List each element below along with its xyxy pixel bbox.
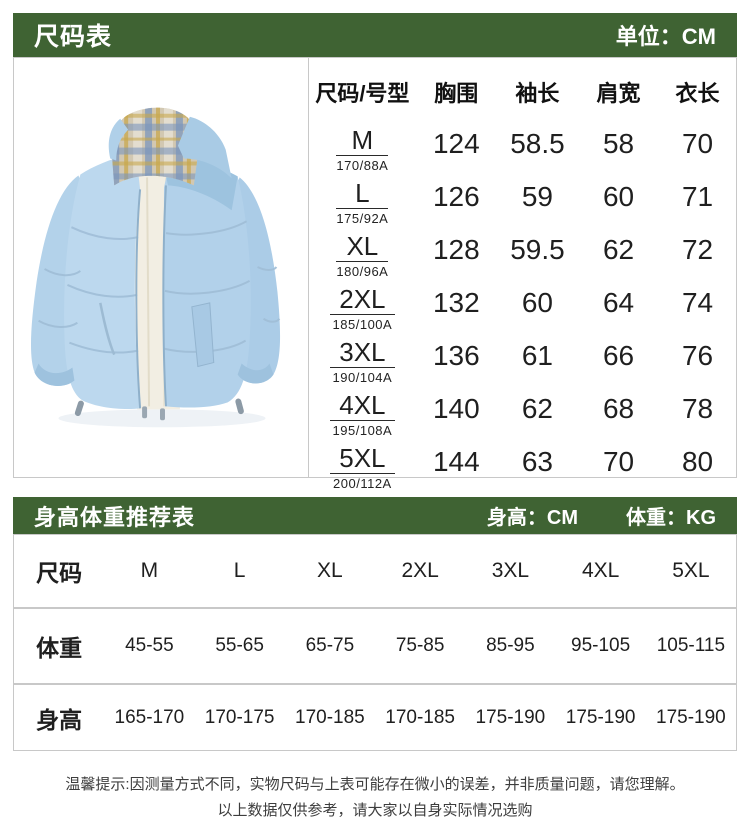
length-cell: 80 [681, 445, 714, 477]
length-cell: 70 [681, 127, 714, 159]
size-cell: 3XL 190/104A [309, 329, 416, 385]
weight-range: 75-85 [375, 607, 466, 684]
chest-cell: 128 [432, 233, 480, 265]
size-value: XL [317, 559, 343, 582]
table-row: 5XL 200/112A 144 63 70 80 [309, 435, 736, 491]
size-value: 3XL [491, 559, 530, 582]
shoulder-cell: 60 [602, 180, 635, 212]
col-header-sleeve: 袖长 [515, 81, 560, 106]
chest-cell: 144 [432, 445, 480, 477]
weight-range: 105-115 [645, 607, 736, 684]
chest-cell: 126 [432, 180, 480, 212]
length-cell: 76 [681, 339, 714, 371]
weight-unit-label: 体重：KG [626, 507, 716, 529]
table-row: 尺码 M L XL 2XL 3XL 4XL 5XL [14, 535, 736, 608]
length-cell: 74 [681, 286, 714, 318]
weight-range: 65-75 [284, 607, 375, 684]
size-value: L [233, 559, 246, 582]
sleeve-cell: 62 [521, 392, 554, 424]
table-row: 体重 45-55 55-65 65-75 75-85 85-95 95-105 … [14, 607, 736, 684]
size-table: 尺码/号型 胸围 袖长 肩宽 衣长 M 170/88A 124 58.5 58 7… [309, 58, 736, 491]
weight-range: 95-105 [555, 607, 646, 684]
size-table-panel: 尺码/号型 胸围 袖长 肩宽 衣长 M 170/88A 124 58.5 58 7… [13, 57, 737, 491]
col-header-shoulder: 肩宽 [596, 81, 641, 106]
table-row: M 170/88A 124 58.5 58 70 [309, 117, 736, 173]
row-label-size: 尺码 [36, 560, 83, 586]
disclaimer-line-1: 温馨提示:因测量方式不同，实物尺码与上表可能存在微小的误差，并非质量问题，请您理… [65, 776, 685, 793]
height-range: 170-185 [284, 683, 375, 750]
weight-range: 55-65 [194, 607, 285, 684]
size-value: 5XL [672, 559, 710, 582]
chest-cell: 140 [432, 392, 480, 424]
height-range: 175-190 [465, 683, 556, 750]
length-cell: 71 [681, 180, 714, 212]
recommend-header-bar: 身高体重推荐表 身高：CM 体重：KG [13, 497, 737, 534]
disclaimer: 温馨提示:因测量方式不同，实物尺码与上表可能存在微小的误差，并非质量问题，请您理… [0, 772, 750, 824]
weight-range: 45-55 [104, 607, 195, 684]
table-row: 2XL 185/100A 132 60 64 74 [309, 276, 736, 332]
size-table-header-row: 尺码/号型 胸围 袖长 肩宽 衣长 [309, 58, 736, 117]
recommend-title: 身高体重推荐表 [34, 504, 196, 530]
height-range: 175-190 [555, 683, 646, 750]
height-range: 170-185 [375, 683, 466, 750]
length-cell: 72 [681, 233, 714, 265]
weight-range: 85-95 [465, 607, 556, 684]
sleeve-cell: 59 [521, 180, 554, 212]
vertical-divider [308, 58, 309, 477]
table-row: 3XL 190/104A 136 61 66 76 [309, 329, 736, 385]
height-range: 170-175 [194, 683, 285, 750]
height-range: 175-190 [645, 683, 736, 750]
height-range: 165-170 [104, 683, 195, 750]
recommend-table-panel: 尺码 M L XL 2XL 3XL 4XL 5XL 体重 45-55 55-65… [13, 534, 737, 751]
size-cell: 4XL 195/108A [309, 382, 416, 438]
table-row: 4XL 195/108A 140 62 68 78 [309, 382, 736, 438]
shoulder-cell: 62 [602, 233, 635, 265]
sleeve-cell: 60 [521, 286, 554, 318]
size-value: 2XL [401, 559, 439, 582]
size-value: M [140, 559, 159, 582]
row-label-weight: 体重 [14, 607, 105, 684]
shoulder-cell: 66 [602, 339, 635, 371]
recommend-table: 尺码 M L XL 2XL 3XL 4XL 5XL 体重 45-55 55-65… [14, 535, 736, 750]
size-cell: L 175/92A [336, 177, 389, 226]
size-chart-header-bar: 尺码表 单位：CM [13, 13, 737, 57]
chest-cell: 124 [432, 127, 480, 159]
jacket-illustration [30, 107, 281, 428]
table-row: L 175/92A 126 59 60 71 [309, 170, 736, 226]
shoulder-cell: 68 [602, 392, 635, 424]
col-header-chest: 胸围 [434, 81, 479, 106]
col-header-size: 尺码/号型 [315, 81, 410, 106]
jacket-product-image [14, 58, 308, 477]
size-value: 4XL [581, 559, 620, 582]
shoulder-cell: 58 [602, 127, 635, 159]
size-cell: M 170/88A [336, 124, 389, 173]
shoulder-cell: 64 [602, 286, 635, 318]
size-cell: XL 180/96A [336, 230, 389, 279]
size-cell: 5XL 200/112A [309, 435, 416, 491]
sleeve-cell: 61 [521, 339, 554, 371]
unit-label: 单位：CM [615, 24, 716, 49]
recommend-units: 身高：CM 体重：KG [487, 501, 716, 530]
chest-cell: 132 [432, 286, 480, 318]
height-unit-label: 身高：CM [486, 507, 578, 529]
table-row: 身高 165-170 170-175 170-185 170-185 175-1… [14, 683, 736, 750]
size-cell: 2XL 185/100A [309, 276, 416, 332]
col-header-length: 衣长 [675, 81, 720, 106]
sleeve-cell: 63 [521, 445, 554, 477]
table-row: XL 180/96A 128 59.5 62 72 [309, 223, 736, 279]
size-chart-title: 尺码表 [34, 23, 113, 51]
sleeve-cell: 58.5 [510, 127, 565, 159]
sleeve-cell: 59.5 [510, 233, 565, 265]
shoulder-cell: 70 [602, 445, 635, 477]
length-cell: 78 [681, 392, 714, 424]
chest-cell: 136 [432, 339, 480, 371]
row-label-height: 身高 [14, 683, 105, 750]
disclaimer-line-2: 以上数据仅供参考，请大家以自身实际情况选购 [217, 802, 533, 819]
